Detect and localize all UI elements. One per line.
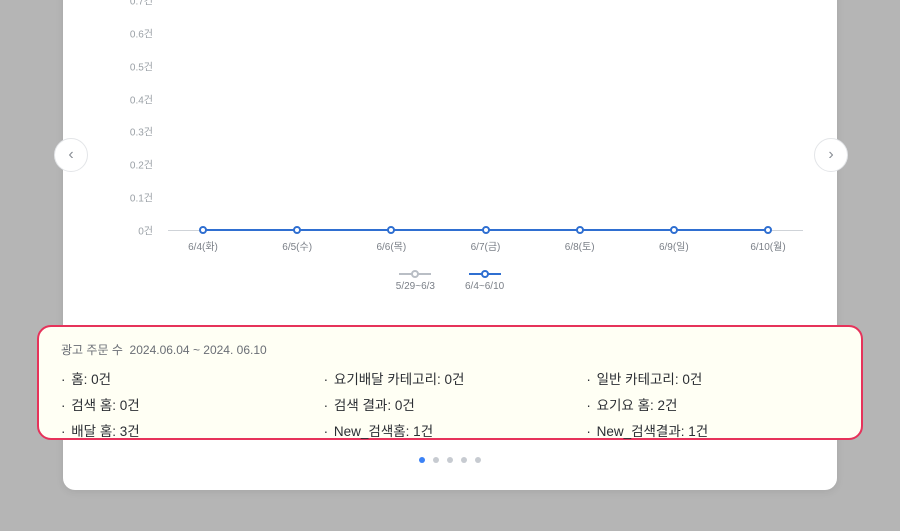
- pagination-dot[interactable]: [433, 457, 439, 463]
- carousel-next-button[interactable]: ›: [814, 138, 848, 172]
- x-axis-tick-label: 6/6(목): [376, 238, 406, 253]
- callout-title: 광고 주문 수 2024.06.04 ~ 2024. 06.10: [61, 341, 839, 358]
- x-axis-tick-label: 6/9(일): [659, 238, 689, 253]
- series-marker: [482, 226, 490, 234]
- callout-metric: · 요기요 홈: 2건: [586, 394, 839, 414]
- series-marker: [576, 226, 584, 234]
- callout-metric: · 검색 결과: 0건: [324, 394, 577, 414]
- legend-item-prev: 5/29~6/3: [396, 270, 435, 292]
- pagination-dot[interactable]: [419, 457, 425, 463]
- series-marker: [199, 226, 207, 234]
- pagination-dot[interactable]: [461, 457, 467, 463]
- x-axis-tick-label: 6/7(금): [471, 238, 501, 253]
- carousel-pagination: [63, 457, 837, 463]
- legend-label-curr: 6/4~6/10: [465, 281, 504, 292]
- y-axis-tick-label: 0.2건: [113, 157, 153, 172]
- chevron-left-icon: ‹: [68, 146, 73, 164]
- legend-swatch-curr: [469, 270, 501, 278]
- x-axis-tick-label: 6/4(화): [188, 238, 218, 253]
- pagination-dot[interactable]: [475, 457, 481, 463]
- chart-legend: 5/29~6/3 6/4~6/10: [63, 270, 837, 292]
- series-marker: [670, 226, 678, 234]
- legend-marker-prev: [411, 270, 419, 278]
- legend-item-curr: 6/4~6/10: [465, 270, 504, 292]
- y-axis-tick-label: 0건: [113, 223, 153, 238]
- carousel-prev-button[interactable]: ‹: [54, 138, 88, 172]
- callout-metric: · New_검색결과: 1건: [586, 420, 839, 440]
- pagination-dot[interactable]: [447, 457, 453, 463]
- legend-swatch-prev: [399, 270, 431, 278]
- chart-plot-area: 6/4(화)6/5(수)6/6(목)6/7(금)6/8(토)6/9(일)6/10…: [168, 0, 803, 230]
- callout-title-prefix: 광고 주문 수: [61, 343, 123, 357]
- y-axis-tick-label: 0.7건: [113, 0, 153, 8]
- x-axis-tick-label: 6/5(수): [282, 238, 312, 253]
- series-marker: [387, 226, 395, 234]
- x-axis-tick-label: 6/8(토): [565, 238, 595, 253]
- callout-date-range: 2024.06.04 ~ 2024. 06.10: [130, 343, 267, 357]
- chevron-right-icon: ›: [828, 146, 833, 164]
- y-axis-tick-label: 0.3건: [113, 124, 153, 139]
- callout-metric: · 검색 홈: 0건: [61, 394, 314, 414]
- series-marker: [293, 226, 301, 234]
- series-marker: [764, 226, 772, 234]
- callout-metric: · New_검색홈: 1건: [324, 420, 577, 440]
- summary-callout: 광고 주문 수 2024.06.04 ~ 2024. 06.10 · 홈: 0건…: [37, 325, 863, 440]
- legend-marker-curr: [481, 270, 489, 278]
- callout-metric: · 일반 카테고리: 0건: [586, 368, 839, 388]
- y-axis-tick-label: 0.4건: [113, 91, 153, 106]
- legend-label-prev: 5/29~6/3: [396, 281, 435, 292]
- x-axis-tick-label: 6/10(월): [750, 238, 785, 253]
- y-axis-tick-label: 0.6건: [113, 25, 153, 40]
- callout-metric: · 요기배달 카테고리: 0건: [324, 368, 577, 388]
- y-axis-tick-label: 0.5건: [113, 58, 153, 73]
- callout-metrics-grid: · 홈: 0건 · 요기배달 카테고리: 0건 · 일반 카테고리: 0건 · 검색 …: [61, 368, 839, 440]
- callout-metric: · 배달 홈: 3건: [61, 420, 314, 440]
- callout-metric: · 홈: 0건: [61, 368, 314, 388]
- y-axis-tick-label: 0.1건: [113, 190, 153, 205]
- line-chart: 6/4(화)6/5(수)6/6(목)6/7(금)6/8(토)6/9(일)6/10…: [113, 0, 803, 230]
